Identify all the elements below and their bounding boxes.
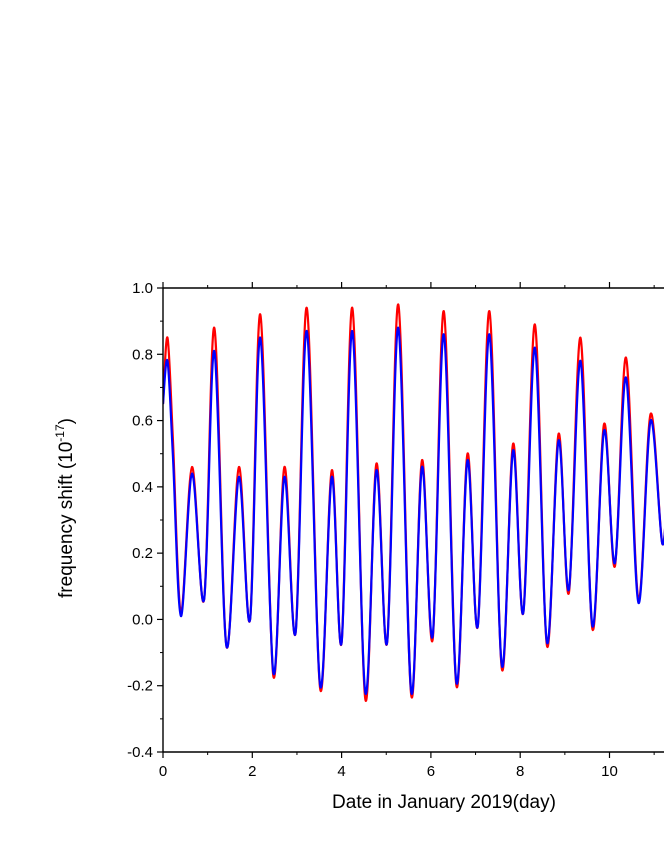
x-axis-title: Date in January 2019(day) bbox=[332, 792, 556, 813]
x-tick-label: 0 bbox=[159, 763, 167, 780]
x-tick-label: 2 bbox=[248, 763, 256, 780]
x-tick-label: 10 bbox=[601, 763, 618, 780]
y-axis-title-base: frequency shift (10 bbox=[56, 442, 77, 598]
axes bbox=[157, 282, 664, 758]
y-tick-label: 0.6 bbox=[132, 413, 153, 430]
y-axis-title-close: ) bbox=[56, 418, 77, 424]
x-tick-label: 6 bbox=[427, 763, 435, 780]
y-tick-label: 0.8 bbox=[132, 346, 153, 363]
y-tick-label: 0.2 bbox=[132, 545, 153, 562]
series-line-2 bbox=[163, 326, 664, 695]
y-tick-label: -0.2 bbox=[127, 678, 153, 695]
y-tick-label: -0.4 bbox=[127, 744, 153, 761]
series-line-1 bbox=[163, 303, 664, 702]
x-tick-label: 4 bbox=[337, 763, 345, 780]
series-layer bbox=[163, 303, 664, 702]
x-tick-label: 8 bbox=[516, 763, 524, 780]
y-axis-title-exponent: -17 bbox=[53, 424, 67, 442]
y-axis-title: frequency shift (10-17) bbox=[53, 418, 77, 598]
tick-labels: -0.4 -0.2 0.0 0.2 0.4 0.6 0.8 1.0 0 2 4 6 8 10 bbox=[127, 280, 618, 780]
y-tick-label: 0.0 bbox=[132, 611, 153, 628]
y-tick-label: 1.0 bbox=[132, 280, 153, 297]
y-tick-label: 0.4 bbox=[132, 479, 153, 496]
